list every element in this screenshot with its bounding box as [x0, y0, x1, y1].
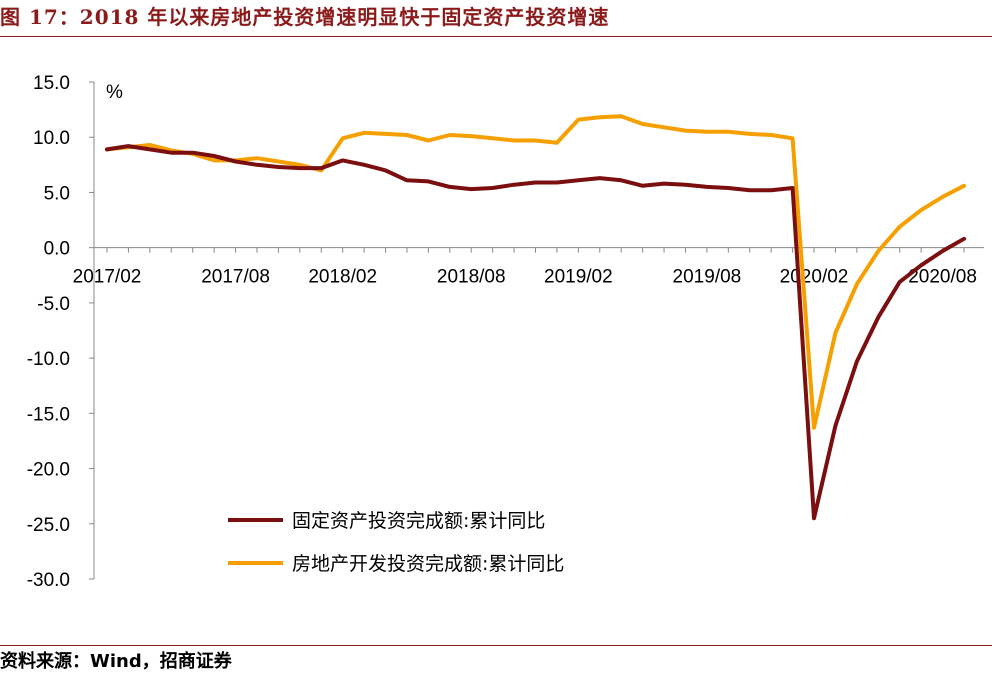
- x-tick-label: 2018/02: [308, 267, 377, 288]
- x-tick-label: 2017/02: [73, 267, 142, 288]
- y-axis-unit: %: [106, 82, 123, 103]
- x-tick-labels: 2017/02 2017/08 2018/02 2018/08 2019/02 2019/…: [73, 267, 977, 288]
- title-rule: [0, 36, 992, 37]
- chart-series: [105, 114, 966, 521]
- series-line-fixed-asset: [105, 144, 966, 521]
- y-tick-label: -15.0: [27, 404, 70, 425]
- source-note: 资料来源：Wind，招商证券: [0, 651, 232, 672]
- x-tick-label: 2017/08: [201, 267, 270, 288]
- y-tick-labels: 15.0 10.0 5.0 0.0 -5.0 -10.0 -15.0 -20.0 -25.0 -3…: [27, 73, 70, 591]
- chart-axes: [89, 81, 984, 580]
- legend-label: 固定资产投资完成额:累计同比: [292, 510, 545, 532]
- y-tick-label: -10.0: [27, 349, 70, 370]
- y-tick-label: -5.0: [37, 294, 70, 315]
- y-tick-label: 15.0: [33, 73, 70, 94]
- y-tick-label: -20.0: [27, 460, 70, 481]
- x-tick-label: 2019/08: [673, 267, 742, 288]
- x-tick-label: 2020/02: [780, 267, 849, 288]
- legend-label: 房地产开发投资完成额:累计同比: [292, 553, 564, 575]
- line-chart: 15.0 10.0 5.0 0.0 -5.0 -10.0 -15.0 -20.0 -25.0 -3…: [27, 73, 984, 591]
- series-line-real-estate: [105, 114, 966, 430]
- x-tick-label: 2020/08: [908, 267, 977, 288]
- y-tick-label: -25.0: [27, 515, 70, 536]
- source-rule: [0, 645, 992, 646]
- y-tick-label: 10.0: [33, 128, 70, 149]
- y-tick-label: 5.0: [44, 183, 70, 204]
- figure-title: 图 17：2018 年以来房地产投资增速明显快于固定资产投资增速: [0, 5, 610, 29]
- y-tick-label: 0.0: [44, 239, 70, 260]
- x-tick-label: 2018/08: [437, 267, 506, 288]
- x-tick-label: 2019/02: [544, 267, 613, 288]
- y-tick-label: -30.0: [27, 570, 70, 591]
